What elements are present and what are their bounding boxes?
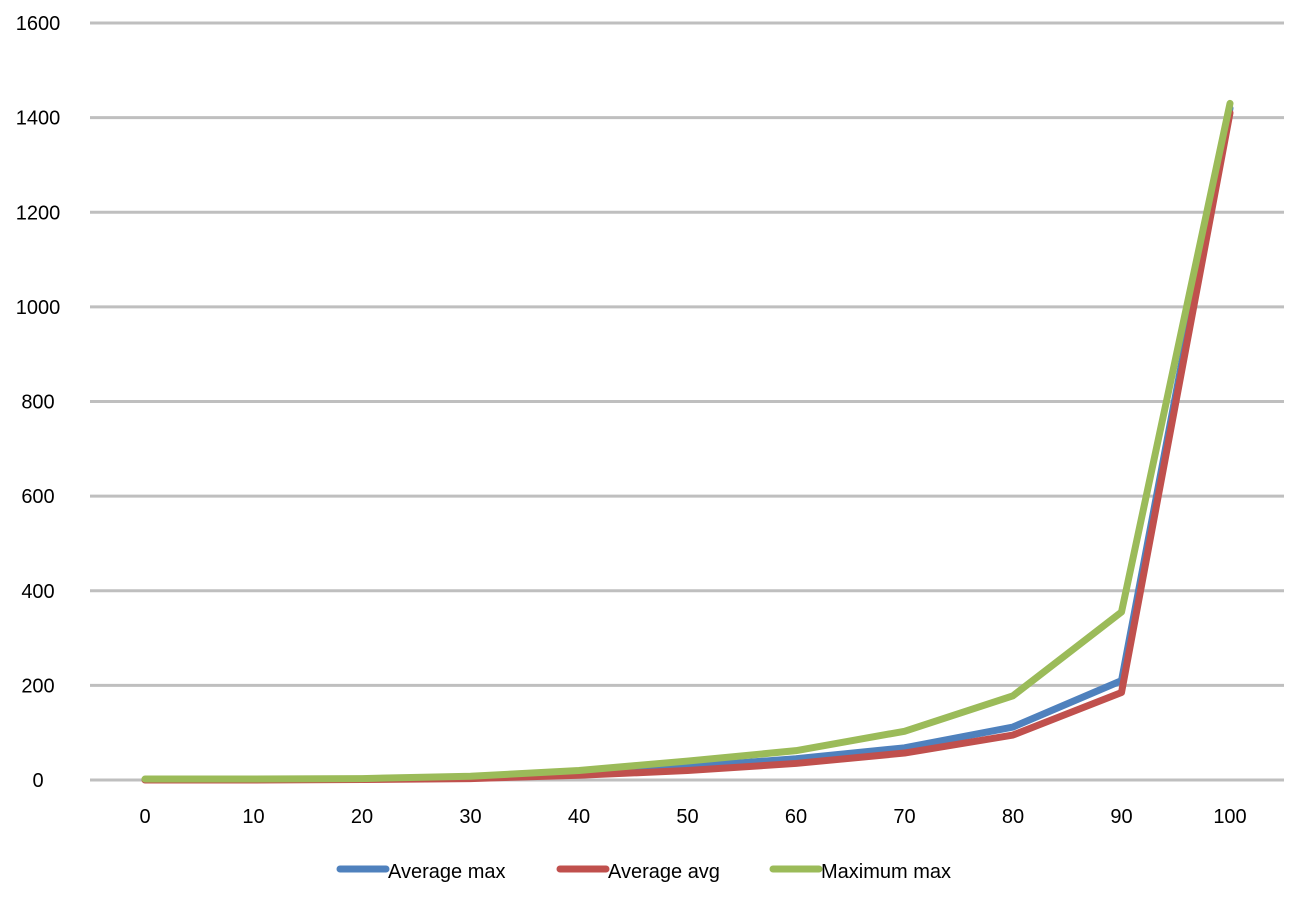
x-tick-label: 80: [1002, 806, 1024, 828]
x-axis-tick-labels: 0 10 20 30 40 50 60 70 80 90 100: [139, 806, 1246, 828]
legend-item: Average avg: [556, 861, 720, 883]
y-tick-label: 200: [21, 675, 54, 697]
x-tick-label: 90: [1110, 806, 1132, 828]
y-tick-label: 0: [32, 770, 43, 792]
x-tick-label: 20: [351, 806, 373, 828]
y-tick-label: 1400: [16, 108, 61, 130]
x-tick-label: 60: [785, 806, 807, 828]
x-tick-label: 0: [139, 806, 150, 828]
legend-item: Maximum max: [769, 861, 951, 883]
x-tick-label: 10: [242, 806, 264, 828]
legend-item: Average max: [336, 861, 505, 883]
series-line-maximum-max: [141, 99, 1234, 783]
series-lines: [141, 99, 1234, 784]
y-tick-label: 600: [21, 486, 54, 508]
y-tick-label: 1200: [16, 202, 61, 224]
x-tick-label: 70: [893, 806, 915, 828]
legend: Average max Average avg Maximum max: [336, 861, 951, 883]
legend-label: Maximum max: [821, 861, 951, 883]
legend-label: Average max: [388, 861, 505, 883]
gridlines: [90, 21, 1284, 782]
y-tick-label: 800: [21, 392, 54, 414]
x-tick-label: 50: [676, 806, 698, 828]
series-line-average-max: [141, 104, 1234, 784]
legend-label: Average avg: [608, 861, 720, 883]
y-tick-label: 1600: [16, 13, 61, 35]
y-axis-tick-labels: 0 200 400 600 800 1000 1200 1400 1600: [16, 13, 61, 792]
x-tick-label: 100: [1213, 806, 1246, 828]
y-tick-label: 1000: [16, 297, 61, 319]
x-tick-label: 40: [568, 806, 590, 828]
x-tick-label: 30: [459, 806, 481, 828]
y-tick-label: 400: [21, 581, 54, 603]
